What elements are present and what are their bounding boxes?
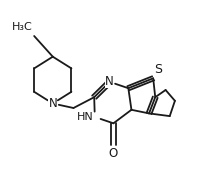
Text: HN: HN xyxy=(77,112,93,122)
Text: H₃C: H₃C xyxy=(12,21,33,31)
Text: O: O xyxy=(108,147,117,160)
Text: S: S xyxy=(153,63,162,76)
Text: N: N xyxy=(48,97,57,110)
Text: N: N xyxy=(105,75,114,88)
